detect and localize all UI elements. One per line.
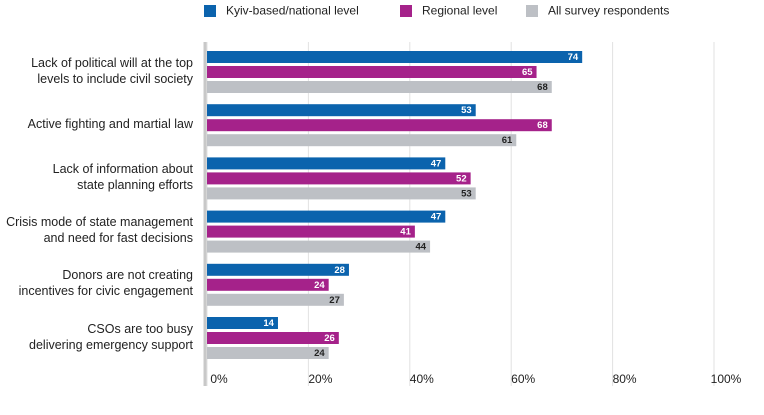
value-label: 68 (537, 82, 548, 93)
bar (207, 187, 476, 200)
category-label: Lack of political will at the top levels… (31, 55, 193, 86)
value-label: 41 (400, 227, 411, 238)
x-tick-label: 20% (308, 372, 332, 386)
value-label: 24 (314, 348, 325, 359)
bar (207, 293, 344, 306)
bar (207, 263, 349, 276)
legend-swatch (204, 5, 216, 17)
value-label: 44 (416, 242, 427, 253)
bar (207, 134, 517, 147)
value-label: 53 (461, 188, 472, 199)
x-tick-label: 80% (613, 372, 637, 386)
x-tick-label: 40% (410, 372, 434, 386)
bar (207, 240, 431, 253)
bar (207, 66, 537, 78)
x-tick-label: 100% (711, 372, 742, 386)
bar (207, 332, 339, 344)
bar (207, 347, 329, 359)
legend-swatch (400, 5, 412, 17)
category-label: CSOs are too busy delivering emergency s… (29, 321, 193, 352)
legend-label: All survey respondents (548, 4, 669, 18)
value-label: 24 (314, 280, 325, 291)
value-label: 26 (324, 333, 335, 344)
bar (207, 119, 552, 132)
category-label: Active fighting and martial law (27, 116, 193, 131)
value-label: 27 (329, 295, 340, 306)
bar (207, 51, 583, 63)
legend-label: Regional level (422, 4, 497, 18)
bar (207, 210, 446, 223)
category-label: Lack of information about state planning… (52, 161, 193, 192)
bar (207, 157, 446, 170)
legend-label: Kyiv-based/national level (226, 4, 359, 18)
bar (207, 225, 415, 238)
x-tick-label: 0% (210, 372, 228, 386)
bar (207, 104, 476, 117)
value-label: 53 (461, 105, 472, 116)
value-label: 68 (537, 120, 548, 131)
bar (207, 172, 471, 185)
value-label: 74 (568, 52, 579, 63)
value-label: 52 (456, 173, 467, 184)
value-label: 65 (522, 67, 533, 78)
bar (207, 81, 552, 93)
x-tick-label: 60% (511, 372, 535, 386)
legend-swatch (526, 5, 538, 17)
bar (207, 278, 329, 291)
value-label: 14 (263, 318, 274, 329)
value-label: 28 (334, 265, 345, 276)
value-label: 47 (431, 212, 442, 223)
category-label: Donors are not creating incentives for c… (18, 268, 193, 299)
value-label: 61 (502, 135, 513, 146)
value-label: 47 (431, 158, 442, 169)
category-label: Crisis mode of state management and need… (6, 215, 193, 246)
bar (207, 317, 278, 329)
